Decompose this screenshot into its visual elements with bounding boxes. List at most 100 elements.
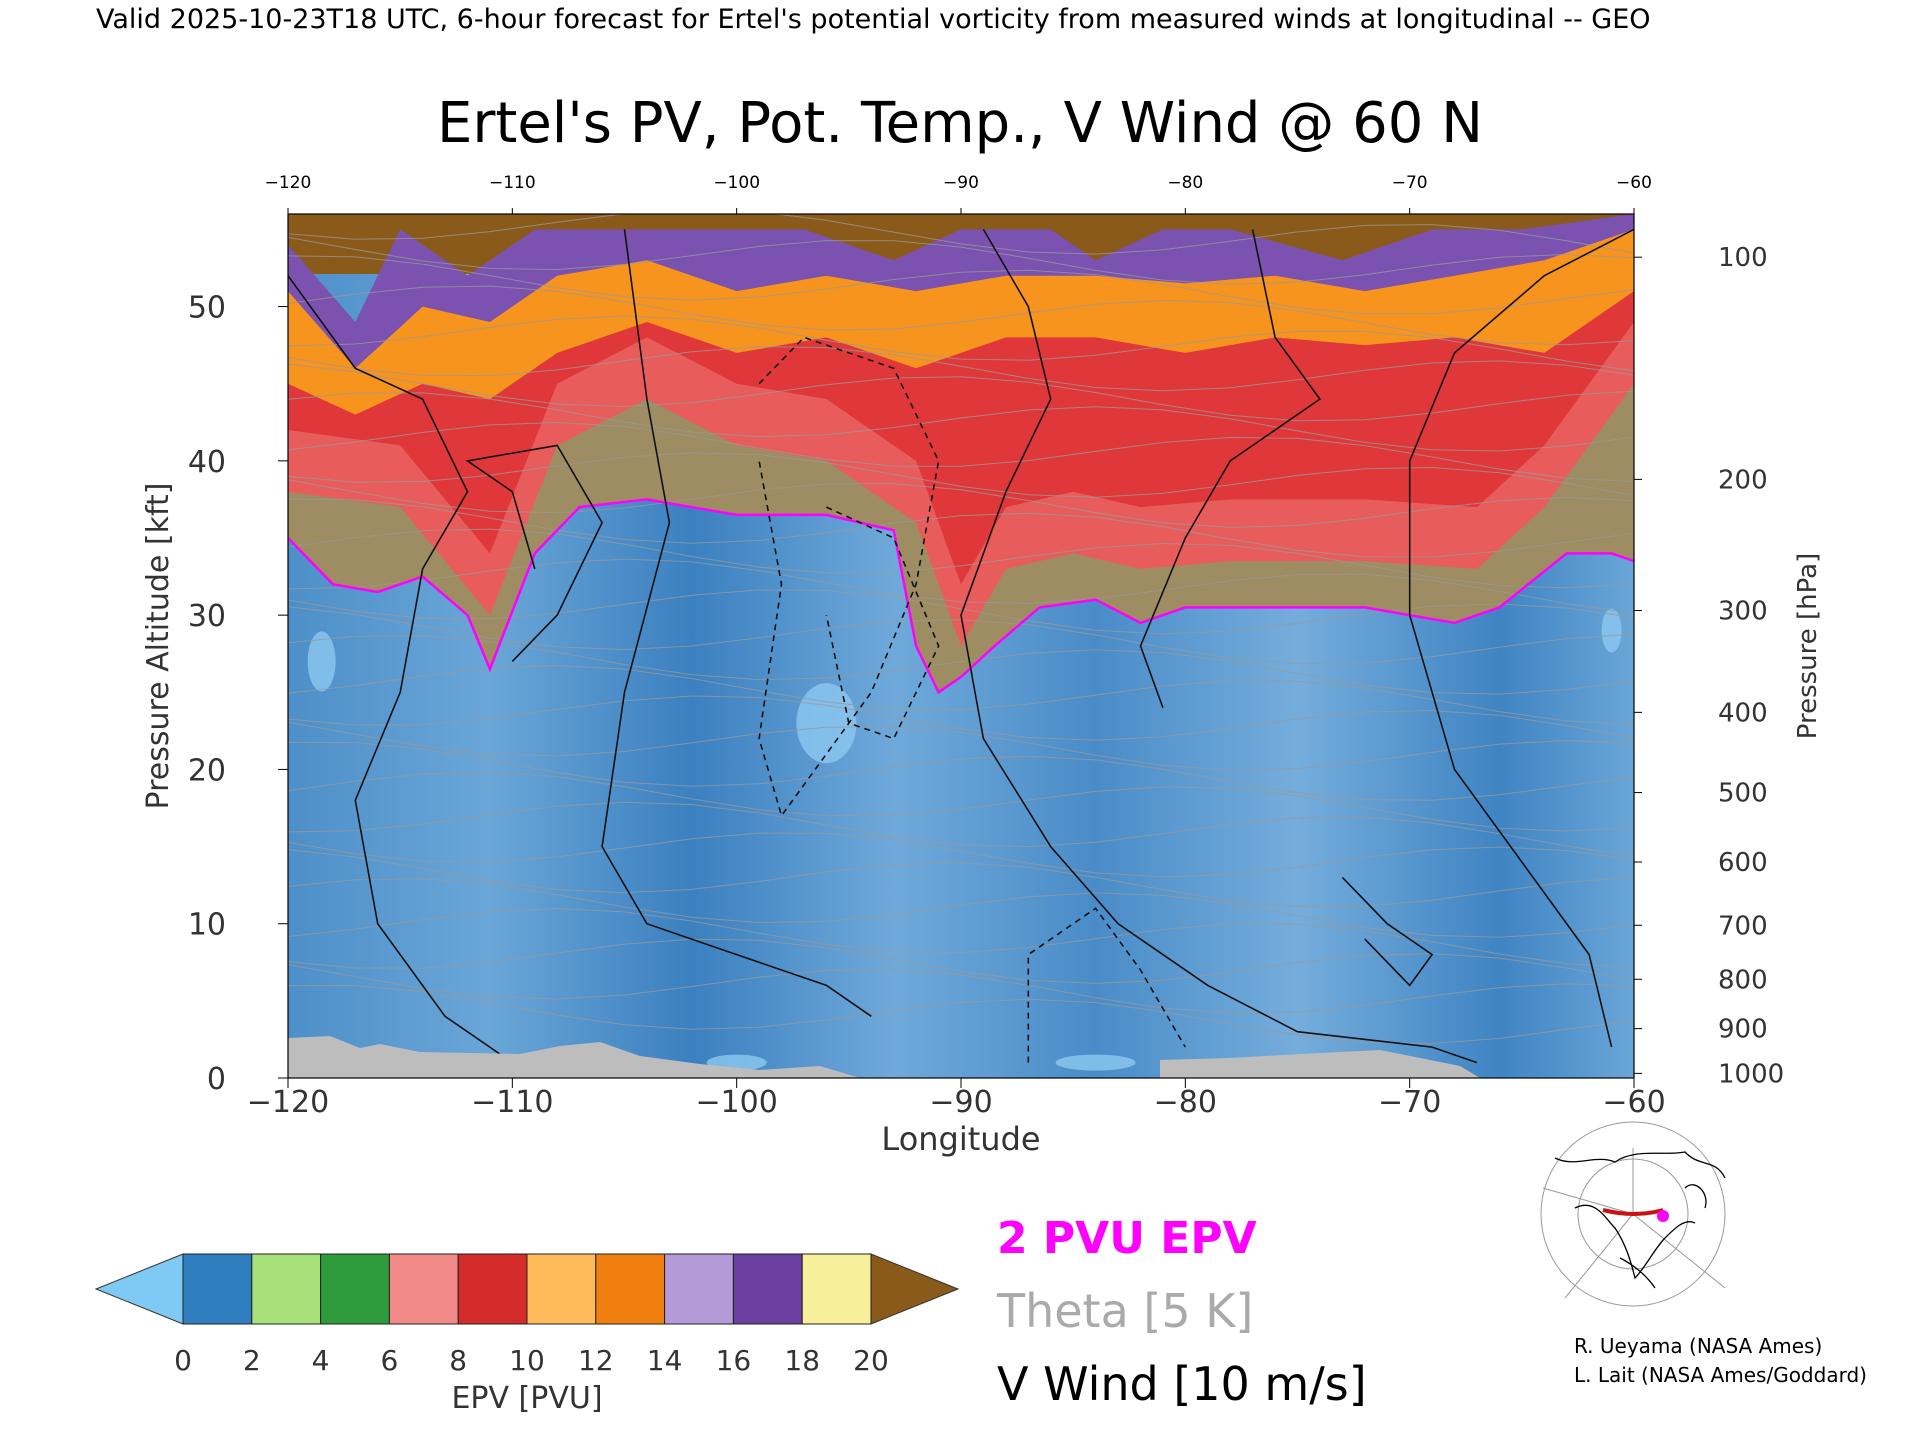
- theta-contour: [288, 878, 1634, 938]
- theta-contour: [288, 285, 1634, 346]
- colorbar-tick-label: 12: [578, 1344, 614, 1377]
- y-right-tick-label: 500: [1718, 779, 1768, 809]
- y-right-tick-label: 800: [1718, 965, 1768, 995]
- theta-contour: [288, 392, 1634, 452]
- map-meridian: [1542, 1187, 1634, 1215]
- colorbar-swatch: [732, 1253, 803, 1325]
- y-tick-label: 0: [207, 1062, 226, 1097]
- credit-line-2: L. Lait (NASA Ames/Goddard): [1574, 1363, 1867, 1387]
- colorbar-swatch: [182, 1253, 253, 1325]
- epv-layer-blue: [288, 499, 1634, 1078]
- location-map: [1535, 1121, 1730, 1307]
- theta-contour: [288, 984, 1634, 1045]
- y-tick-label: 20: [188, 753, 226, 788]
- x-tick-label: −110: [471, 1085, 553, 1120]
- y-axis-label-left: Pressure Altitude [kft]: [141, 483, 176, 810]
- y-tick-label: 50: [188, 291, 226, 326]
- legend-2pvu: 2 PVU EPV: [997, 1213, 1257, 1264]
- theta-contour: [288, 964, 1634, 1014]
- theta-contour: [288, 832, 1634, 878]
- map-latitude-line: [1602, 1208, 1664, 1216]
- colorbar-swatch: [801, 1253, 872, 1325]
- v-wind-contour: [465, 444, 604, 662]
- x-top-tick-label: −60: [1616, 173, 1652, 193]
- y-right-tick-label: 100: [1718, 243, 1768, 273]
- credit-line-1: R. Ueyama (NASA Ames): [1574, 1334, 1822, 1358]
- theta-contour: [288, 315, 1634, 372]
- legend-v-wind: V Wind [10 m/s]: [997, 1357, 1367, 1411]
- theta-contour: [288, 214, 1634, 255]
- v-wind-contour: [1139, 229, 1322, 708]
- terrain-mask: [288, 1036, 1480, 1078]
- x-axis-label: Longitude: [881, 1120, 1040, 1158]
- x-tick-label: −100: [695, 1085, 777, 1120]
- v-wind-contour: [288, 275, 513, 1064]
- colorbar-tick-label: 20: [853, 1344, 889, 1377]
- x-top-tick-label: −70: [1392, 173, 1428, 193]
- x-tick-label: −70: [1378, 1085, 1441, 1120]
- y-tick-label: 40: [188, 445, 226, 480]
- colorbar-label: EPV [PVU]: [451, 1381, 602, 1416]
- colorbar-tick-label: 16: [716, 1344, 752, 1377]
- colorbar-swatch: [251, 1253, 322, 1325]
- x-top-tick-label: −120: [265, 173, 312, 193]
- theta-contour: [288, 695, 1634, 741]
- colorbar-tick-label: 8: [449, 1344, 467, 1377]
- v-wind-contour: [1027, 907, 1186, 1063]
- theta-contour: [288, 346, 1634, 392]
- theta-contour: [288, 938, 1634, 984]
- y-axis-label-right: Pressure [hPa]: [1793, 553, 1823, 740]
- y-right-tick-label: 900: [1718, 1015, 1768, 1045]
- tropopause-2pvu-line: [288, 498, 1634, 695]
- theta-contour: [288, 801, 1634, 857]
- colorbar-tick-label: 6: [380, 1344, 398, 1377]
- colorbar-tick-label: 0: [174, 1344, 192, 1377]
- y-tick-label: 30: [188, 599, 226, 634]
- theta-contour: [288, 363, 1634, 422]
- map-coastline: [1554, 1151, 1726, 1289]
- x-top-tick-label: −90: [943, 173, 979, 193]
- x-top-tick-label: −100: [713, 173, 760, 193]
- y-tick-label: 10: [188, 908, 226, 943]
- theta-contour: [288, 635, 1634, 695]
- legend-theta: Theta [5 K]: [996, 1284, 1253, 1338]
- x-tick-label: −60: [1602, 1085, 1665, 1120]
- v-wind-contour: [601, 229, 872, 1017]
- map-meridian: [1564, 1213, 1634, 1299]
- epv-layers: [288, 214, 1634, 1078]
- v-wind-contour: [825, 506, 940, 740]
- y-right-tick-label: 1000: [1718, 1059, 1784, 1089]
- v-wind-contour: [960, 228, 1478, 1064]
- theta-contour: [288, 236, 1634, 285]
- colorbar-swatch: [320, 1253, 390, 1325]
- theta-contour: [288, 606, 1634, 665]
- theta-contour: [288, 255, 1634, 315]
- map-meridian: [1632, 1213, 1726, 1289]
- v-wind-contours: [288, 228, 1634, 1064]
- colorbar-over-arrow: [870, 1253, 960, 1325]
- y-right-tick-label: 300: [1718, 597, 1768, 627]
- colorbar-tick-label: 2: [243, 1344, 261, 1377]
- colorbar-tick-label: 14: [647, 1344, 683, 1377]
- chart-title: Ertel's PV, Pot. Temp., V Wind @ 60 N: [437, 91, 1483, 156]
- x-tick-label: −90: [929, 1085, 992, 1120]
- map-latitude-ring: [1540, 1121, 1726, 1307]
- x-tick-label: −120: [247, 1085, 329, 1120]
- valid-line: Valid 2025-10-23T18 UTC, 6-hour forecast…: [96, 4, 1651, 35]
- colorbar-tick-label: 4: [312, 1344, 330, 1377]
- y-right-tick-label: 200: [1718, 465, 1768, 495]
- low-pv-patch: [796, 683, 857, 764]
- axes: −120 −110 −100 −90 −80 −70 −60 −120 −110 −100 −90 −…: [188, 173, 1784, 1120]
- theta-contour: [288, 664, 1634, 726]
- colorbar-under-arrow: [94, 1253, 184, 1325]
- colorbar-tick-label: 10: [509, 1344, 545, 1377]
- y-right-tick-label: 400: [1718, 698, 1768, 728]
- plot-area: [288, 214, 1634, 1078]
- theta-contour: [288, 721, 1634, 771]
- colorbar-swatch: [457, 1253, 528, 1325]
- theta-contour: [288, 771, 1634, 832]
- x-top-tick-label: −110: [489, 173, 536, 193]
- colorbar-swatch: [526, 1253, 597, 1325]
- colorbar-swatch: [664, 1253, 734, 1325]
